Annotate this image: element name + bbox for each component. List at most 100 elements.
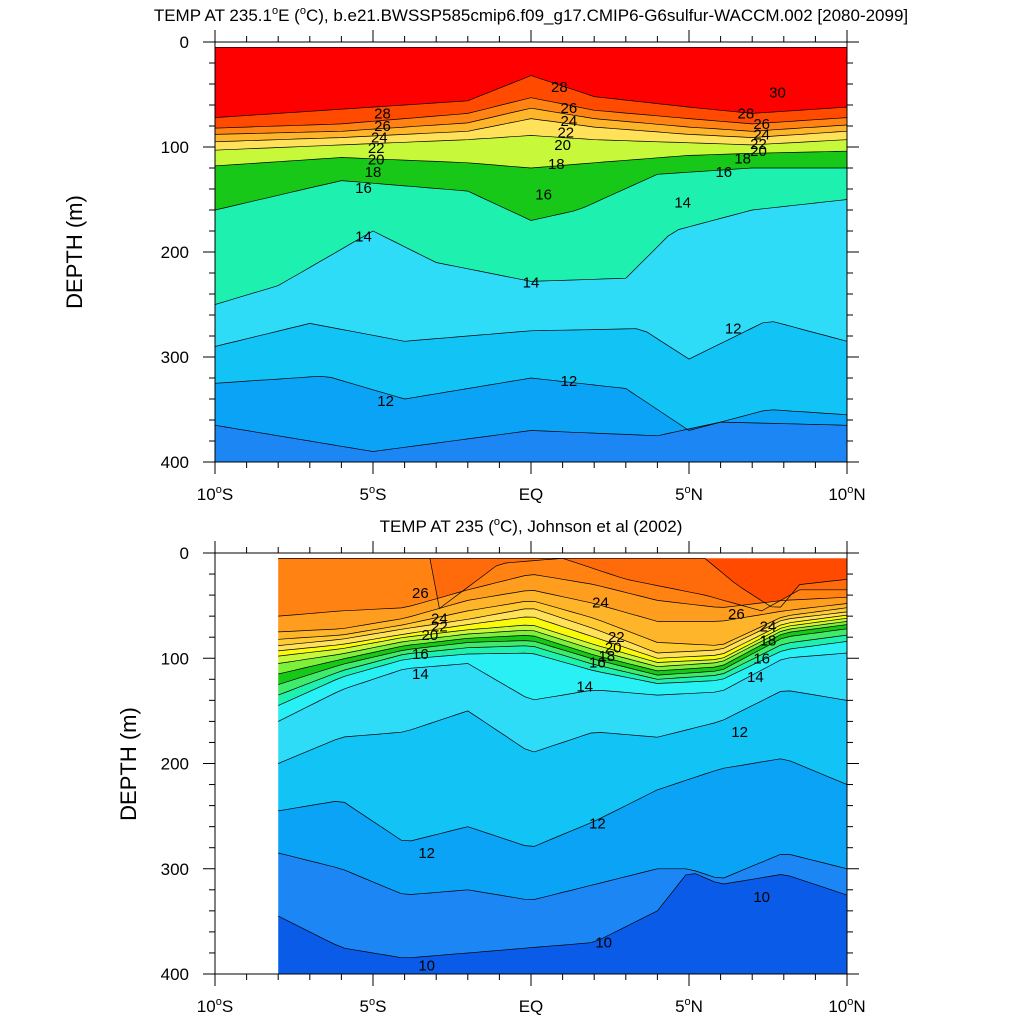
isotherm-18: [215, 150, 847, 169]
x-tick-label: 5oS: [360, 996, 387, 1016]
isotherm-10: [278, 873, 847, 959]
x-tick-label: EQ: [519, 997, 544, 1016]
isotherm-label: 18: [548, 156, 565, 173]
isotherm-21: [278, 614, 847, 659]
isotherm-19: [278, 621, 847, 668]
contour-band-10: [278, 873, 847, 974]
bottom-isotherm-lines: [278, 557, 847, 959]
isotherm-label: 24: [371, 130, 388, 147]
bottom-axes: 0 100 200 300 400 10oS 5oS EQ 5oN 10oN: [161, 541, 866, 1016]
isotherm-label: 26: [561, 100, 578, 117]
isotherm-label: 26: [753, 116, 770, 133]
y-tick-label: 0: [180, 544, 189, 563]
top-title-pre: TEMP AT 235.1: [154, 6, 272, 25]
top-title-post: C), b.e21.BWSSP585cmip6.f09_g17.CMIP6-G6…: [306, 6, 908, 25]
top-title-degree-2: o: [300, 5, 306, 17]
isotherm-label: 12: [418, 845, 435, 862]
isotherm-12: [215, 375, 847, 431]
isotherm-label: 22: [750, 136, 767, 153]
top-title-degree: o: [272, 5, 278, 17]
bottom-contour-fill: [215, 557, 847, 974]
y-tick-label: 200: [161, 243, 189, 262]
isotherm-20: [215, 135, 847, 151]
no-data-region: [215, 557, 279, 974]
isotherm-label: 28: [551, 79, 568, 96]
top-isotherm-lines: [215, 47, 847, 452]
bottom-panel-title: TEMP AT 235 (oC), Johnson et al (2002): [380, 516, 683, 536]
isotherm-label: 20: [422, 627, 439, 644]
x-tick-label: 5oN: [675, 484, 703, 504]
isotherm-label: 24: [760, 619, 777, 636]
isotherm-20: [278, 617, 847, 663]
isotherm-16: [278, 634, 847, 696]
isotherm-label: 16: [753, 650, 770, 667]
isotherm-label: 14: [576, 679, 593, 696]
isotherm-label: 14: [747, 669, 764, 686]
bottom-title-degree: o: [494, 516, 500, 528]
top-axes: 0 100 200 300 400 10oS 5oS EQ 5oN 10oN: [161, 30, 866, 504]
isotherm-22: [215, 118, 847, 143]
isotherm-25: [278, 574, 847, 617]
isotherm-18: [278, 624, 847, 675]
y-tick-label: 0: [180, 33, 189, 52]
isotherm-label: 12: [725, 321, 742, 338]
bottom-y-axis-label: DEPTH (m): [116, 707, 141, 821]
isotherm-14: [278, 652, 847, 722]
isotherm-label: 16: [589, 655, 606, 672]
y-tick-label: 400: [161, 965, 189, 984]
isotherm-23: [278, 600, 847, 646]
isotherm-label: 14: [523, 275, 540, 292]
isotherm-22: [278, 608, 847, 654]
bottom-title-mid: C), Johnson et al (2002): [500, 517, 682, 536]
x-tick-label: 5oS: [360, 484, 387, 504]
isotherm-label: 14: [355, 228, 372, 245]
isotherm-label: 16: [355, 180, 372, 197]
isotherm-label: 18: [598, 648, 615, 665]
isotherm-label: 22: [557, 124, 574, 141]
top-contour-fill: [215, 47, 847, 463]
x-tick-label: 5oN: [675, 996, 703, 1016]
isotherm-label: 12: [589, 816, 606, 833]
isotherm-11: [278, 852, 847, 900]
isotherm-label: 24: [431, 610, 448, 627]
isotherm-11: [215, 421, 847, 452]
top-title-mid: E (: [278, 6, 300, 25]
isotherm-label: 20: [605, 640, 622, 657]
isotherm-label: 10: [595, 934, 612, 951]
isotherm-label: 26: [412, 585, 429, 602]
isotherm-label: 16: [412, 646, 429, 663]
isotherm-15: [278, 641, 847, 706]
isotherm-label: 22: [368, 140, 385, 157]
isotherm-26: [215, 97, 847, 129]
y-tick-label: 100: [161, 138, 189, 157]
isotherm-label: 18: [734, 151, 751, 168]
contour-band-11: [215, 422, 847, 462]
isotherm-24: [278, 590, 847, 633]
isotherm-label: 10: [753, 889, 770, 906]
isotherm-label: 12: [731, 724, 748, 741]
isotherm-label: 22: [608, 629, 625, 646]
isotherm-label: 18: [760, 632, 777, 649]
y-tick-label: 300: [161, 348, 189, 367]
isotherm-label: 24: [561, 113, 578, 130]
isotherm-label: 30: [769, 84, 786, 101]
isotherm-label: 10: [418, 958, 435, 975]
isotherm-label: 20: [368, 152, 385, 169]
isotherm-label: 26: [728, 606, 745, 623]
isotherm-14: [215, 199, 847, 305]
isotherm-16: [215, 167, 847, 221]
isotherm-label: 26: [374, 118, 391, 135]
isotherm-label: 20: [750, 143, 767, 160]
isotherm-label: 14: [674, 195, 691, 212]
isotherm-label: 12: [561, 373, 578, 390]
top-y-axis-label: DEPTH (m): [62, 195, 87, 309]
x-tick-label: 10oN: [828, 996, 865, 1016]
isotherm-17: [278, 628, 847, 685]
isotherm-label: 16: [715, 164, 732, 181]
x-tick-label: EQ: [519, 485, 544, 504]
bottom-title-pre: TEMP AT 235 (: [380, 517, 495, 536]
x-tick-label: 10oS: [197, 996, 233, 1016]
